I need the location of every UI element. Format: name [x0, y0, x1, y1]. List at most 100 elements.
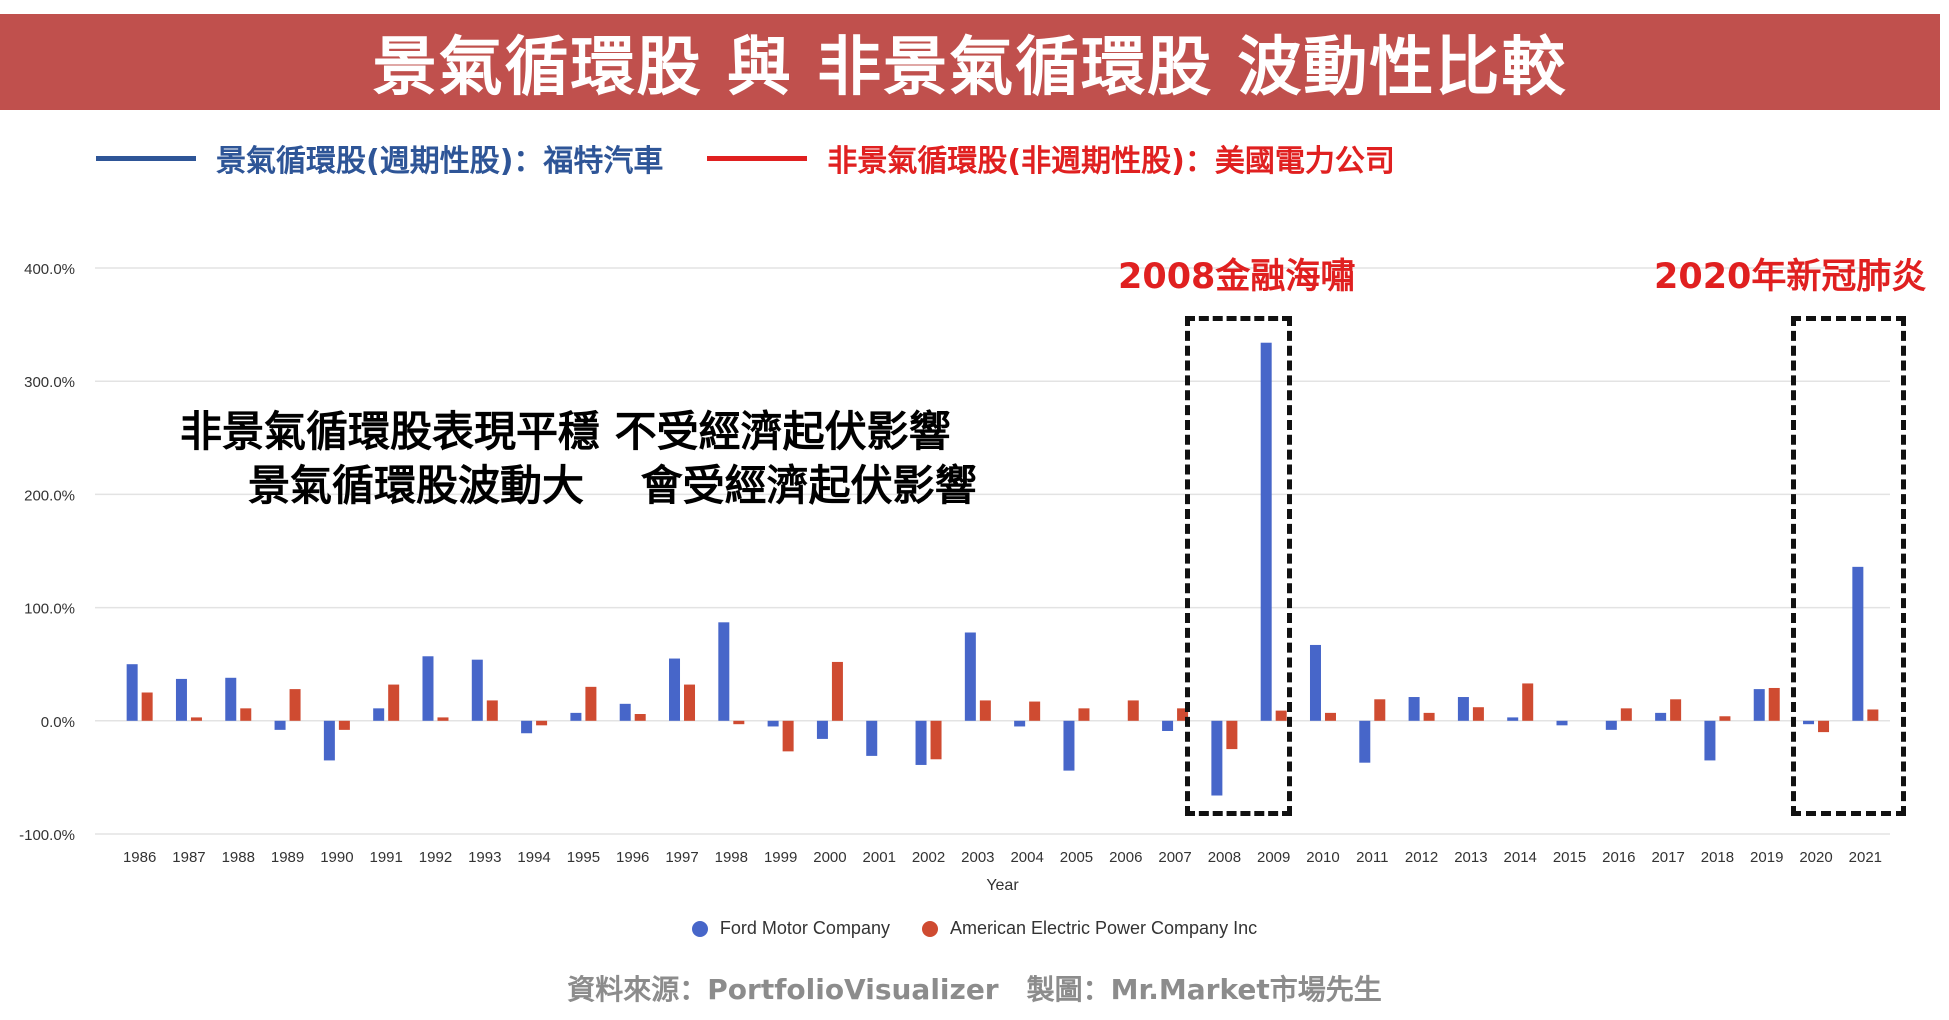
bar-ford-2003[interactable]	[964, 632, 976, 721]
bar-aep-1996[interactable]	[634, 714, 646, 721]
bar-aep-2005[interactable]	[1078, 708, 1090, 721]
bar-aep-1999[interactable]	[782, 720, 794, 752]
bar-aep-1987[interactable]	[190, 717, 202, 721]
bar-aep-2012[interactable]	[1423, 712, 1435, 721]
event-box-2020	[1791, 316, 1906, 816]
y-tick-label: 300.0%	[24, 374, 75, 391]
x-tick-label: 2021	[1849, 849, 1882, 866]
bar-aep-1997[interactable]	[684, 684, 696, 721]
bar-aep-2020[interactable]	[1818, 720, 1830, 733]
bar-aep-2013[interactable]	[1472, 707, 1484, 721]
bar-ford-1995[interactable]	[570, 712, 582, 721]
bar-ford-2008[interactable]	[1211, 720, 1223, 796]
bar-aep-1990[interactable]	[338, 720, 350, 730]
bar-aep-2008[interactable]	[1226, 720, 1238, 750]
x-tick-label: 1999	[764, 849, 797, 866]
x-tick-label: 2020	[1799, 849, 1832, 866]
x-tick-label: 1996	[616, 849, 649, 866]
bar-ford-2012[interactable]	[1408, 697, 1420, 721]
bar-aep-2004[interactable]	[1029, 701, 1041, 721]
x-tick-label: 1987	[172, 849, 205, 866]
bar-ford-2001[interactable]	[866, 720, 878, 756]
bar-ford-1999[interactable]	[767, 720, 779, 727]
legend-item-aep[interactable]: American Electric Power Company Inc	[921, 918, 1257, 939]
bar-ford-2014[interactable]	[1507, 717, 1519, 721]
bar-aep-1988[interactable]	[240, 708, 252, 721]
bar-ford-1987[interactable]	[175, 678, 187, 721]
x-tick-label: 1993	[468, 849, 501, 866]
bar-aep-1993[interactable]	[486, 700, 498, 721]
annotation-line-1: 非景氣循環股表現平穩 不受經濟起伏影響	[180, 407, 951, 456]
top-legend-noncyclical: 非景氣循環股(非週期性股)：美國電力公司	[707, 136, 1395, 180]
chart-legend: Ford Motor Company American Electric Pow…	[0, 918, 1949, 939]
bar-aep-2010[interactable]	[1324, 712, 1336, 721]
bar-ford-2016[interactable]	[1605, 720, 1617, 730]
bar-ford-1989[interactable]	[274, 720, 286, 730]
x-tick-label: 2009	[1257, 849, 1290, 866]
bar-ford-1993[interactable]	[471, 659, 483, 721]
x-tick-label: 1997	[665, 849, 698, 866]
bar-ford-1996[interactable]	[619, 703, 631, 721]
legend-dot-blue-icon	[691, 920, 708, 937]
bar-aep-1994[interactable]	[536, 720, 548, 726]
bar-aep-2007[interactable]	[1177, 708, 1189, 721]
bar-ford-2004[interactable]	[1014, 720, 1026, 727]
bar-aep-1995[interactable]	[585, 686, 597, 721]
bar-aep-1989[interactable]	[289, 689, 301, 721]
source-credit: 資料來源：PortfolioVisualizer 製圖：Mr.Market市場先…	[567, 973, 1382, 1006]
x-tick-label: 1994	[517, 849, 550, 866]
bar-aep-2003[interactable]	[979, 700, 991, 721]
bar-aep-1986[interactable]	[141, 692, 153, 721]
x-tick-label: 2008	[1208, 849, 1241, 866]
bar-ford-2017[interactable]	[1655, 712, 1667, 721]
bar-aep-2016[interactable]	[1620, 708, 1632, 721]
bar-ford-2015[interactable]	[1556, 720, 1568, 726]
bar-ford-1998[interactable]	[718, 622, 730, 721]
bar-aep-2011[interactable]	[1374, 699, 1386, 721]
bar-ford-2019[interactable]	[1753, 689, 1765, 721]
x-tick-label: 2011	[1356, 849, 1388, 866]
bar-ford-2005[interactable]	[1063, 720, 1075, 771]
x-tick-label: 1988	[222, 849, 255, 866]
bar-aep-2018[interactable]	[1719, 716, 1731, 721]
bar-ford-2011[interactable]	[1359, 720, 1371, 763]
x-tick-label: 1990	[320, 849, 353, 866]
legend-item-ford[interactable]: Ford Motor Company	[691, 918, 890, 939]
x-tick-label: 2001	[863, 849, 896, 866]
bar-aep-1998[interactable]	[733, 720, 745, 725]
bar-ford-1990[interactable]	[323, 720, 335, 761]
bar-ford-1997[interactable]	[669, 658, 681, 721]
x-tick-label: 2003	[961, 849, 994, 866]
bar-aep-1991[interactable]	[388, 684, 400, 721]
bar-aep-1992[interactable]	[437, 717, 449, 721]
bar-ford-1991[interactable]	[373, 708, 385, 721]
bar-ford-2020[interactable]	[1803, 720, 1815, 725]
bar-ford-1988[interactable]	[225, 677, 237, 721]
bar-ford-2002[interactable]	[915, 720, 927, 765]
bar-aep-2009[interactable]	[1275, 710, 1287, 721]
bar-ford-2010[interactable]	[1309, 644, 1321, 721]
bar-aep-2019[interactable]	[1768, 687, 1780, 721]
x-tick-label: 1995	[567, 849, 600, 866]
bar-aep-2006[interactable]	[1127, 700, 1139, 721]
bar-ford-2018[interactable]	[1704, 720, 1716, 761]
bar-ford-2007[interactable]	[1162, 720, 1174, 731]
bar-ford-2013[interactable]	[1457, 697, 1469, 721]
bar-ford-2021[interactable]	[1852, 566, 1864, 721]
bar-aep-2017[interactable]	[1670, 699, 1682, 721]
bar-aep-2002[interactable]	[930, 720, 942, 760]
top-legend-cyclical-label: 景氣循環股(週期性股)：福特汽車	[216, 144, 664, 179]
bar-aep-2021[interactable]	[1867, 709, 1879, 721]
event-label-2020: 2020年新冠肺炎	[1654, 257, 1927, 297]
x-tick-label: 1998	[715, 849, 748, 866]
bar-ford-2009[interactable]	[1260, 342, 1272, 721]
x-tick-label: 1991	[369, 849, 402, 866]
bar-aep-2014[interactable]	[1522, 683, 1534, 721]
x-tick-label: 2006	[1109, 849, 1142, 866]
bar-ford-1994[interactable]	[521, 720, 533, 734]
x-tick-label: 2014	[1504, 849, 1537, 866]
bar-ford-2000[interactable]	[816, 720, 828, 739]
bar-aep-2000[interactable]	[831, 661, 843, 721]
bar-ford-1986[interactable]	[126, 664, 138, 721]
bar-ford-1992[interactable]	[422, 656, 434, 721]
